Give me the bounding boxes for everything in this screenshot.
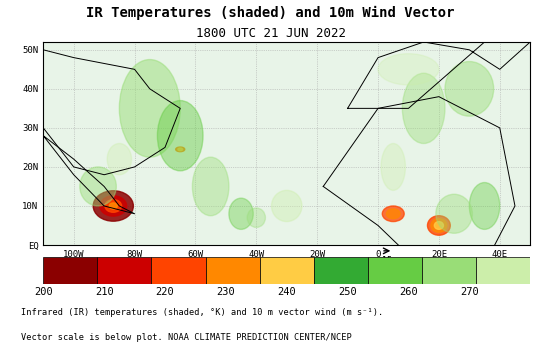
Text: 250: 250 [338, 287, 357, 297]
Text: 270: 270 [460, 287, 479, 297]
Text: Infrared (IR) temperatures (shaded, °K) and 10 m vector wind (m s⁻¹).: Infrared (IR) temperatures (shaded, °K) … [22, 308, 384, 317]
Ellipse shape [80, 167, 116, 206]
Text: 230: 230 [216, 287, 235, 297]
Bar [368, 257, 422, 284]
Bar [43, 257, 97, 284]
Ellipse shape [445, 62, 493, 116]
Text: 200: 200 [34, 287, 52, 297]
Ellipse shape [193, 157, 229, 216]
Ellipse shape [431, 219, 447, 232]
Ellipse shape [247, 208, 266, 228]
Ellipse shape [100, 196, 127, 216]
Ellipse shape [382, 206, 404, 222]
Bar [422, 257, 476, 284]
Ellipse shape [109, 203, 117, 209]
Bar [260, 257, 314, 284]
Ellipse shape [427, 216, 450, 235]
Ellipse shape [93, 191, 133, 221]
Bar [476, 257, 530, 284]
Ellipse shape [381, 144, 405, 190]
Text: 210: 210 [95, 287, 114, 297]
Ellipse shape [157, 100, 203, 171]
Bar [97, 257, 151, 284]
Ellipse shape [434, 222, 444, 229]
Ellipse shape [403, 73, 445, 144]
Ellipse shape [120, 60, 180, 157]
Ellipse shape [107, 144, 131, 175]
Ellipse shape [229, 198, 253, 229]
Bar [314, 257, 368, 284]
Ellipse shape [378, 54, 439, 85]
Ellipse shape [178, 148, 182, 151]
Ellipse shape [469, 183, 500, 229]
Ellipse shape [272, 190, 302, 222]
Text: 15: 15 [382, 256, 392, 265]
Text: 260: 260 [399, 287, 418, 297]
Bar [206, 257, 260, 284]
Ellipse shape [105, 199, 122, 212]
Text: IR Temperatures (shaded) and 10m Wind Vector: IR Temperatures (shaded) and 10m Wind Ve… [86, 6, 455, 20]
Ellipse shape [386, 209, 400, 219]
Bar [151, 257, 206, 284]
Ellipse shape [176, 147, 185, 152]
Text: 220: 220 [156, 287, 174, 297]
Text: 1800 UTC 21 JUN 2022: 1800 UTC 21 JUN 2022 [195, 27, 346, 40]
Ellipse shape [436, 194, 472, 233]
Text: 240: 240 [278, 287, 296, 297]
Text: Vector scale is below plot. NOAA CLIMATE PREDICTION CENTER/NCEP: Vector scale is below plot. NOAA CLIMATE… [22, 333, 352, 342]
